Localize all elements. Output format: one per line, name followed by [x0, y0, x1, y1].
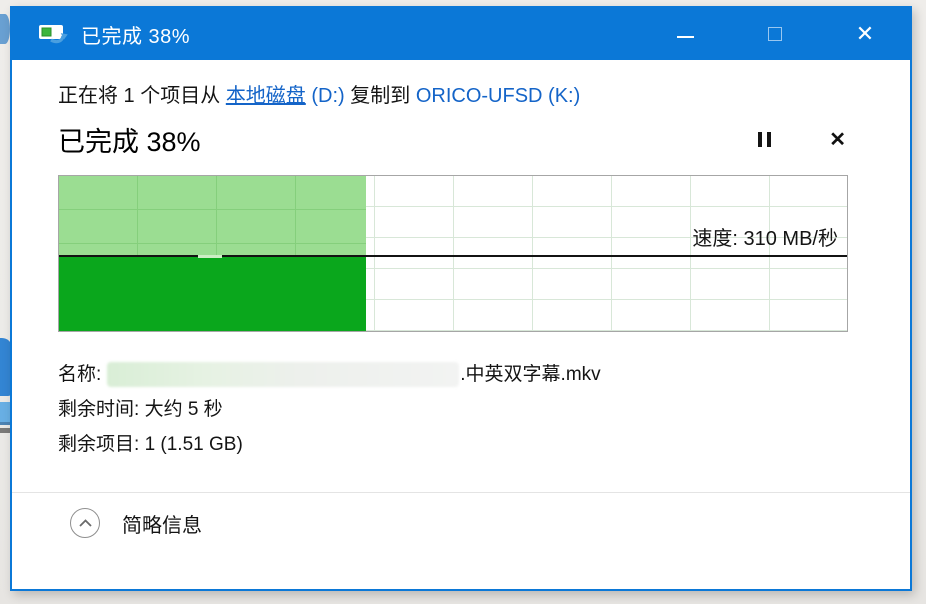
items-remaining-label: 剩余项目:: [58, 434, 140, 455]
transfer-details: 名称: .中英双字幕.mkv 剩余时间: 大约 5 秒 剩余项目: 1 (1.5…: [58, 357, 848, 462]
transfer-speed-chart: 速度: 310 MB/秒: [58, 175, 848, 332]
close-window-button[interactable]: ✕: [820, 8, 910, 60]
items-remaining-value: 1 (1.51 GB): [144, 434, 243, 455]
redacted-filename: [107, 362, 460, 387]
copy-file-icon: [38, 22, 68, 46]
cancel-copy-button[interactable]: ✕: [829, 129, 846, 151]
time-remaining-row: 剩余时间: 大约 5 秒: [58, 392, 848, 427]
destination-drive-link[interactable]: ORICO-UFSD (K:): [415, 85, 581, 107]
close-icon: ✕: [855, 21, 875, 46]
desktop-icon-fragment: [0, 338, 12, 396]
progress-heading: 已完成 38%: [58, 127, 201, 157]
chart-fill-above-line: [59, 176, 366, 256]
source-drive-letter[interactable]: (D:): [311, 85, 345, 107]
file-name-row: 名称: .中英双字幕.mkv: [58, 357, 848, 392]
maximize-icon: [768, 27, 782, 41]
pause-icon: [758, 132, 763, 147]
desktop-icon-fragment: [0, 402, 12, 425]
speed-label: 速度: 310 MB/秒: [692, 228, 838, 250]
details-toggle[interactable]: 简略信息: [58, 493, 848, 538]
pause-icon: [767, 132, 772, 147]
name-label: 名称:: [58, 364, 102, 385]
window-controls: ✕: [640, 8, 910, 60]
maximize-button[interactable]: [730, 8, 820, 60]
chevron-up-icon[interactable]: [70, 508, 100, 538]
copy-description-action: 复制到: [350, 85, 411, 107]
copy-description: 正在将 1 个项目从 本地磁盘 (D:) 复制到 ORICO-UFSD (K:): [58, 82, 848, 110]
details-toggle-label: 简略信息: [122, 514, 202, 537]
speed-line-highlight: [198, 255, 222, 258]
items-remaining-row: 剩余项目: 1 (1.51 GB): [58, 427, 848, 462]
chart-fill-below-line: [59, 256, 366, 331]
dialog-body: 正在将 1 个项目从 本地磁盘 (D:) 复制到 ORICO-UFSD (K:)…: [12, 60, 910, 538]
time-remaining-label: 剩余时间:: [58, 399, 140, 420]
window-title: 已完成 38%: [81, 25, 191, 48]
progress-controls: ✕: [758, 127, 848, 152]
minimize-icon: [676, 36, 694, 38]
desktop-icon-fragment: [0, 428, 11, 433]
copy-description-prefix: 正在将 1 个项目从: [58, 85, 221, 107]
minimize-button[interactable]: [640, 8, 730, 60]
progress-header-row: 已完成 38% ✕: [58, 120, 848, 159]
speed-line: [59, 255, 847, 257]
filename-suffix: .中英双字幕.mkv: [460, 364, 601, 385]
desktop-icon-fragment: [0, 14, 10, 44]
source-drive-link[interactable]: 本地磁盘: [225, 85, 306, 107]
pause-button[interactable]: [758, 130, 772, 150]
titlebar[interactable]: 已完成 38% ✕: [12, 8, 910, 60]
file-copy-dialog-window: 已完成 38% ✕ 正在将 1 个项目从 本地磁盘 (D:) 复制到 ORICO…: [10, 6, 912, 591]
footer-divider: [12, 492, 910, 493]
time-remaining-value: 大约 5 秒: [144, 399, 223, 420]
